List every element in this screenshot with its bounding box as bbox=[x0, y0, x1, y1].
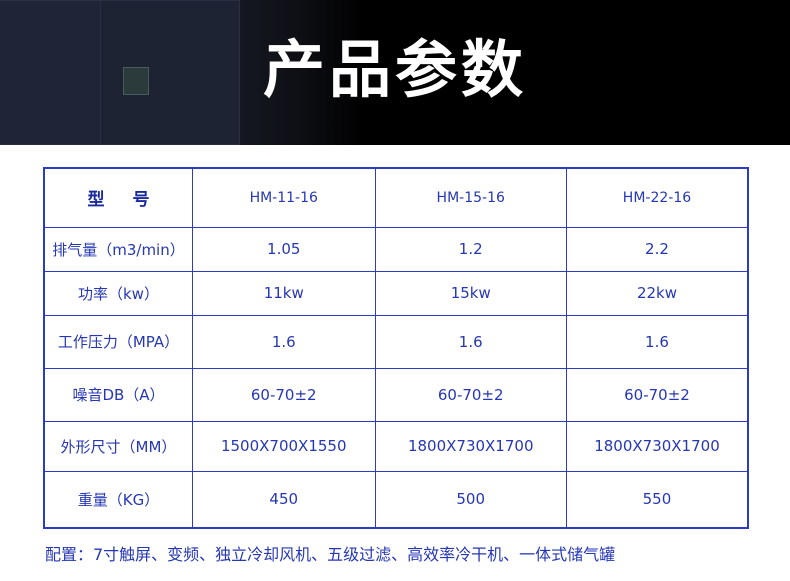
header-model: HM-11-16 bbox=[191, 167, 376, 228]
row-label: 噪音DB（A） bbox=[43, 367, 193, 422]
cell: 1.6 bbox=[565, 314, 749, 369]
header-model-label: 型 号 bbox=[43, 167, 193, 228]
row-label: 外形尺寸（MM） bbox=[43, 420, 193, 472]
cell: 15kw bbox=[374, 270, 567, 316]
table-header-row: 型 号 HM-11-16 HM-15-16 HM-22-16 bbox=[43, 167, 749, 228]
cell: 22kw bbox=[565, 270, 749, 316]
table-row: 噪音DB（A） 60-70±2 60-70±2 60-70±2 bbox=[43, 367, 749, 422]
control-panel-image bbox=[123, 67, 149, 95]
row-label: 工作压力（MPA） bbox=[43, 314, 193, 369]
row-label: 排气量（m3/min） bbox=[43, 226, 193, 272]
table-row: 外形尺寸（MM） 1500X700X1550 1800X730X1700 180… bbox=[43, 420, 749, 472]
cell: 1.2 bbox=[374, 226, 567, 272]
cell: 1800X730X1700 bbox=[374, 420, 567, 472]
cell: 1800X730X1700 bbox=[565, 420, 749, 472]
compressor-cabinet-image bbox=[100, 0, 240, 145]
cell: 550 bbox=[565, 470, 749, 529]
cell: 60-70±2 bbox=[565, 367, 749, 422]
spec-table: 型 号 HM-11-16 HM-15-16 HM-22-16 排气量（m3/mi… bbox=[43, 167, 749, 529]
table-row: 重量（KG） 450 500 550 bbox=[43, 470, 749, 529]
cell: 1500X700X1550 bbox=[191, 420, 376, 472]
cell: 60-70±2 bbox=[374, 367, 567, 422]
header-banner: 产品参数 bbox=[0, 0, 790, 145]
cell: 11kw bbox=[191, 270, 376, 316]
header-model: HM-22-16 bbox=[565, 167, 749, 228]
table-row: 功率（kw） 11kw 15kw 22kw bbox=[43, 270, 749, 316]
table-row: 工作压力（MPA） 1.6 1.6 1.6 bbox=[43, 314, 749, 369]
header-model: HM-15-16 bbox=[374, 167, 567, 228]
cell: 1.6 bbox=[374, 314, 567, 369]
configuration-note: 配置：7寸触屏、变频、独立冷却风机、五级过滤、高效率冷干机、一体式储气罐 bbox=[45, 545, 616, 564]
table-row: 排气量（m3/min） 1.05 1.2 2.2 bbox=[43, 226, 749, 272]
row-label: 功率（kw） bbox=[43, 270, 193, 316]
cell: 1.05 bbox=[191, 226, 376, 272]
page-title: 产品参数 bbox=[262, 33, 527, 106]
cell: 1.6 bbox=[191, 314, 376, 369]
cell: 500 bbox=[374, 470, 567, 529]
cell: 2.2 bbox=[565, 226, 749, 272]
row-label: 重量（KG） bbox=[43, 470, 193, 529]
cell: 450 bbox=[191, 470, 376, 529]
cell: 60-70±2 bbox=[191, 367, 376, 422]
